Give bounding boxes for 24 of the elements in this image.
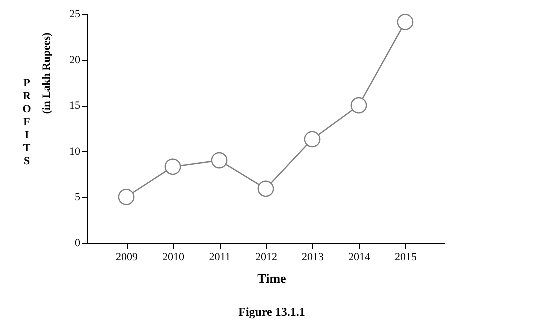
x-tick-label: 2013	[302, 252, 324, 264]
x-tick-label: 2015	[394, 252, 418, 264]
x-tick-label: 2014	[348, 252, 371, 264]
x-tick-label: 2012	[256, 252, 278, 264]
x-tick-label: 2011	[209, 252, 231, 264]
point	[304, 131, 321, 148]
y-axis-title: PROFITS	[22, 78, 32, 168]
x-tick-label: 2010	[162, 252, 186, 264]
point	[350, 97, 368, 114]
x-axis-title: Time	[258, 271, 287, 286]
y-tick-label: 10	[70, 146, 81, 158]
y-tick-label: 20	[70, 54, 81, 66]
point	[258, 180, 274, 198]
x-tick-label: 2009	[116, 252, 139, 264]
point	[164, 158, 182, 176]
y-tick-label: 5	[75, 192, 81, 204]
point	[211, 152, 228, 169]
y-tick-label: 0	[75, 238, 81, 250]
point	[118, 189, 135, 206]
point	[397, 14, 414, 30]
caption: Figure 13.1.1	[238, 305, 306, 319]
y-tick-label: 15	[70, 100, 81, 112]
y-tick-label: 25	[70, 8, 81, 20]
text: (in Lakh Rupees)	[41, 32, 53, 114]
